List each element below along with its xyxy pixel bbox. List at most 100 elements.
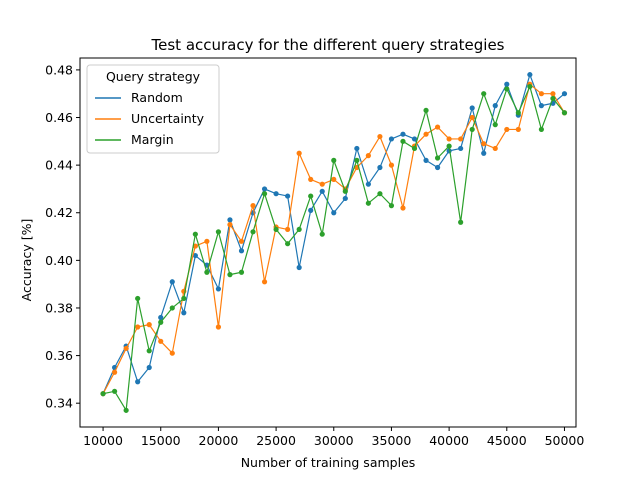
- y-tick-label: 0.36: [45, 348, 73, 363]
- series-margin: [100, 83, 568, 413]
- data-point-random: [158, 314, 164, 321]
- data-point-margin: [192, 231, 198, 237]
- data-point-margin: [550, 95, 556, 102]
- data-point-margin: [250, 229, 256, 235]
- data-point-uncertainty: [504, 126, 510, 133]
- data-point-random: [146, 364, 152, 371]
- x-tick-label: 30000: [314, 433, 354, 448]
- x-tick-label: 50000: [545, 433, 585, 448]
- data-point-margin: [411, 145, 418, 152]
- data-point-margin: [296, 226, 302, 233]
- data-point-margin: [354, 157, 360, 163]
- data-point-margin: [181, 295, 187, 302]
- data-point-random: [308, 207, 314, 213]
- data-point-margin: [285, 241, 291, 247]
- legend-box: [86, 64, 220, 154]
- legend-item-uncertainty: Uncertainty: [95, 111, 205, 126]
- x-tick-label: 20000: [199, 433, 239, 448]
- plot-area: [79, 57, 577, 428]
- data-point-random: [192, 252, 198, 259]
- data-point-uncertainty: [446, 136, 452, 142]
- legend-item-margin: Margin: [95, 132, 174, 147]
- data-point-uncertainty: [123, 345, 129, 352]
- data-point-margin: [504, 86, 510, 92]
- data-point-uncertainty: [458, 136, 464, 142]
- data-point-margin: [446, 143, 452, 149]
- data-point-uncertainty: [434, 124, 441, 130]
- data-point-random: [181, 310, 187, 316]
- y-tick-label: 0.38: [45, 300, 73, 315]
- y-axis-label: Accuracy [%]: [19, 219, 34, 302]
- x-tick-label: 15000: [141, 433, 181, 448]
- data-point-margin: [227, 272, 233, 278]
- data-point-margin: [423, 107, 429, 113]
- data-point-random: [342, 195, 348, 202]
- y-tick-label: 0.42: [45, 205, 73, 220]
- x-tick-label: 40000: [429, 433, 469, 448]
- data-point-margin: [527, 83, 533, 90]
- data-point-uncertainty: [538, 91, 545, 97]
- data-point-random: [319, 188, 325, 194]
- data-point-random: [434, 164, 441, 171]
- data-point-margin: [261, 191, 268, 197]
- data-point-random: [423, 157, 429, 163]
- data-point-uncertainty: [388, 162, 395, 168]
- ticks-layer: 10000 15000 20000 25000 30000 35000 40000 45000…: [45, 62, 584, 448]
- data-point-random: [285, 193, 291, 199]
- x-tick-label: 35000: [372, 433, 412, 448]
- data-point-random: [538, 103, 545, 109]
- legend-title: Query strategy: [106, 69, 201, 84]
- data-point-uncertainty: [238, 238, 245, 244]
- data-point-margin: [515, 110, 521, 116]
- legend-item-random: Random: [95, 90, 183, 105]
- data-point-margin: [561, 110, 568, 116]
- data-point-random: [504, 81, 510, 87]
- y-tick-label: 0.48: [45, 62, 73, 77]
- data-point-margin: [146, 348, 152, 354]
- data-point-uncertainty: [158, 338, 164, 344]
- data-point-margin: [273, 226, 279, 233]
- data-point-random: [561, 91, 568, 97]
- data-point-uncertainty: [112, 369, 118, 375]
- y-tick-label: 0.40: [45, 253, 73, 268]
- data-point-random: [261, 186, 268, 192]
- data-point-margin: [458, 219, 464, 225]
- data-point-margin: [308, 193, 314, 199]
- data-point-random: [365, 181, 371, 187]
- data-point-random: [388, 136, 395, 142]
- data-point-margin: [204, 269, 210, 275]
- data-point-uncertainty: [365, 153, 371, 159]
- data-point-margin: [123, 407, 129, 413]
- data-point-margin: [469, 126, 475, 133]
- x-tick-label: 25000: [256, 433, 296, 448]
- data-point-random: [377, 164, 383, 171]
- data-point-uncertainty: [135, 324, 141, 330]
- data-point-random: [400, 131, 406, 137]
- data-point-random: [411, 136, 418, 142]
- data-point-uncertainty: [319, 181, 325, 187]
- data-point-uncertainty: [146, 322, 152, 328]
- data-point-random: [273, 191, 279, 197]
- plot-frame: [79, 57, 577, 428]
- data-point-random: [135, 379, 141, 385]
- data-point-random: [238, 248, 245, 254]
- data-point-uncertainty: [481, 141, 487, 147]
- data-point-margin: [100, 391, 106, 397]
- x-tick-label: 45000: [487, 433, 527, 448]
- data-point-uncertainty: [515, 126, 521, 133]
- data-point-uncertainty: [550, 91, 556, 97]
- data-point-margin: [377, 191, 383, 197]
- legend-label: Random: [131, 90, 183, 105]
- data-point-random: [527, 72, 533, 78]
- chart-title: Test accuracy for the different query st…: [151, 36, 505, 54]
- data-point-margin: [342, 188, 348, 194]
- legend: Query strategy Random Uncertainty Margin: [86, 64, 220, 154]
- data-point-uncertainty: [331, 176, 337, 183]
- data-point-margin: [319, 231, 325, 237]
- data-point-uncertainty: [250, 203, 256, 209]
- data-point-margin: [481, 91, 487, 97]
- data-point-margin: [215, 229, 222, 235]
- x-tick-label: 10000: [83, 433, 123, 448]
- data-point-random: [458, 145, 464, 152]
